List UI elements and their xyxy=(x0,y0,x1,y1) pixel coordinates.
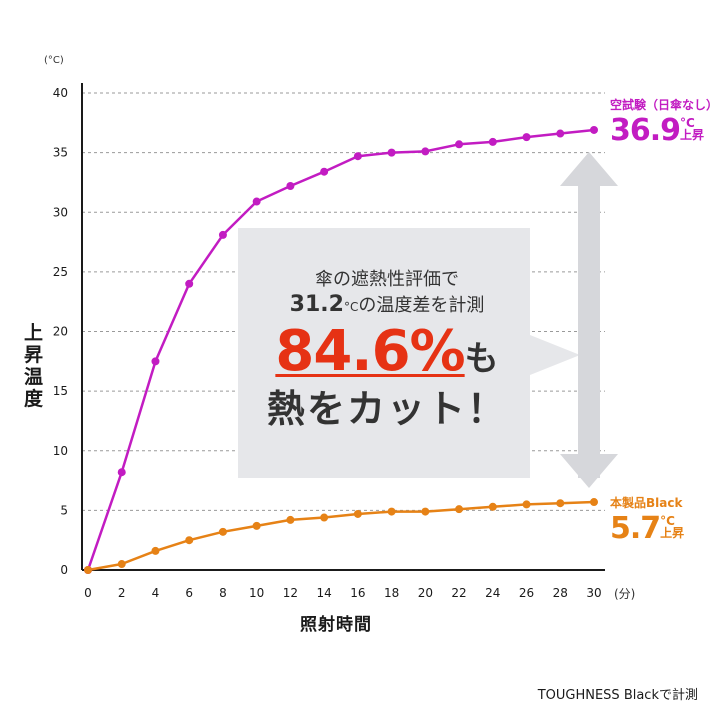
x-tick-label: 24 xyxy=(485,586,500,600)
data-point xyxy=(556,499,565,508)
data-point xyxy=(421,147,430,156)
y-tick-label: 10 xyxy=(53,444,68,458)
series-line-0 xyxy=(86,128,595,571)
orange-callout-unit: °C xyxy=(660,514,675,528)
data-point xyxy=(387,507,396,516)
data-point xyxy=(353,509,362,518)
data-point xyxy=(387,148,396,157)
data-point xyxy=(455,505,464,514)
y-tick-label: 15 xyxy=(53,384,68,398)
footer-note: TOUGHNESS Blackで計測 xyxy=(537,688,698,703)
series-line-1 xyxy=(87,500,595,572)
data-point xyxy=(252,521,261,530)
data-point xyxy=(590,125,598,134)
data-point xyxy=(185,536,194,545)
data-point xyxy=(488,502,497,511)
data-point xyxy=(218,230,227,239)
box-line-2: 31.2°Cの温度差を計測 xyxy=(238,292,536,320)
y-tick-label: 0 xyxy=(60,563,68,577)
box-diff-value: 31.2 xyxy=(289,292,344,317)
x-tick-label: 8 xyxy=(219,586,227,600)
data-point xyxy=(84,566,92,574)
axes xyxy=(81,83,605,571)
x-tick-label: 28 xyxy=(553,586,568,600)
orange-callout-rise: 上昇 xyxy=(660,526,685,540)
y-axis-label-char: 温 xyxy=(24,366,44,388)
data-point xyxy=(185,279,194,288)
y-axis-label-char: 度 xyxy=(24,388,44,410)
x-tick-label: 16 xyxy=(350,586,365,600)
series-lines xyxy=(86,128,595,572)
box-diff-text: の温度差を計測 xyxy=(358,295,485,316)
y-axis-unit: (°C) xyxy=(44,55,64,66)
x-axis-label: 照射時間 xyxy=(300,615,372,635)
x-tick-label: 4 xyxy=(152,586,160,600)
data-point xyxy=(286,182,295,191)
box-diff-unit: °C xyxy=(343,300,359,314)
data-point xyxy=(117,468,126,477)
data-point xyxy=(353,152,362,161)
data-point xyxy=(252,197,261,206)
data-point xyxy=(320,513,329,522)
y-tick-label: 35 xyxy=(53,146,68,160)
purple-callout-rise: 上昇 xyxy=(680,128,705,142)
box-percent: 84.6% xyxy=(275,319,465,384)
orange-callout-value: 5.7 xyxy=(610,511,661,546)
x-tick-label: 22 xyxy=(451,586,466,600)
data-point xyxy=(151,357,160,366)
x-tick-label: 10 xyxy=(249,586,264,600)
y-axis-label-char: 昇 xyxy=(24,344,44,366)
y-tick-label: 25 xyxy=(53,265,68,279)
x-tick-label: 20 xyxy=(418,586,433,600)
data-point xyxy=(522,500,531,509)
data-point xyxy=(218,527,227,536)
difference-arrow xyxy=(560,152,618,488)
data-point xyxy=(455,140,464,149)
x-tick-label: 18 xyxy=(384,586,399,600)
x-tick-label: 26 xyxy=(519,586,534,600)
y-tick-label: 20 xyxy=(53,325,68,339)
callout-box xyxy=(238,228,580,478)
box-line-1: 傘の遮熱性評価で xyxy=(315,269,459,290)
data-point xyxy=(421,507,430,516)
x-tick-label: 12 xyxy=(283,586,298,600)
box-line-3: 84.6%も xyxy=(238,320,536,384)
purple-callout: 空試験（日傘なし） 36.9 °C 上昇 xyxy=(610,96,718,148)
data-point xyxy=(117,560,126,569)
y-tick-label: 40 xyxy=(53,86,68,100)
y-axis-label: 上 昇 温 度 xyxy=(24,322,44,410)
series-points xyxy=(84,125,598,574)
purple-callout-title: 空試験（日傘なし） xyxy=(610,98,719,112)
box-mo: も xyxy=(464,339,499,379)
x-tick-label: 0 xyxy=(84,586,92,600)
data-point xyxy=(151,546,160,555)
x-tick-label: 2 xyxy=(118,586,126,600)
orange-callout-title: 本製品Black xyxy=(610,496,683,510)
purple-callout-unit: °C xyxy=(680,116,695,130)
callout-box-text: 傘の遮熱性評価で 31.2°Cの温度差を計測 84.6%も 熱をカット！ xyxy=(238,268,536,434)
x-axis-unit: (分) xyxy=(614,587,636,601)
y-axis-label-char: 上 xyxy=(24,322,44,344)
x-tick-label: 14 xyxy=(316,586,331,600)
purple-callout-value: 36.9 xyxy=(610,113,681,148)
data-point xyxy=(556,129,565,138)
x-tick-label: 30 xyxy=(586,586,601,600)
data-point xyxy=(522,133,531,142)
orange-callout: 本製品Black 5.7 °C 上昇 xyxy=(610,494,684,546)
y-tick-label: 5 xyxy=(60,503,68,517)
y-tick-label: 30 xyxy=(53,205,68,219)
data-point xyxy=(590,498,598,507)
data-point xyxy=(320,167,329,176)
data-point xyxy=(488,137,497,146)
x-tick-label: 6 xyxy=(185,586,193,600)
box-line-4: 熱をカット！ xyxy=(266,387,507,431)
data-point xyxy=(286,515,295,524)
